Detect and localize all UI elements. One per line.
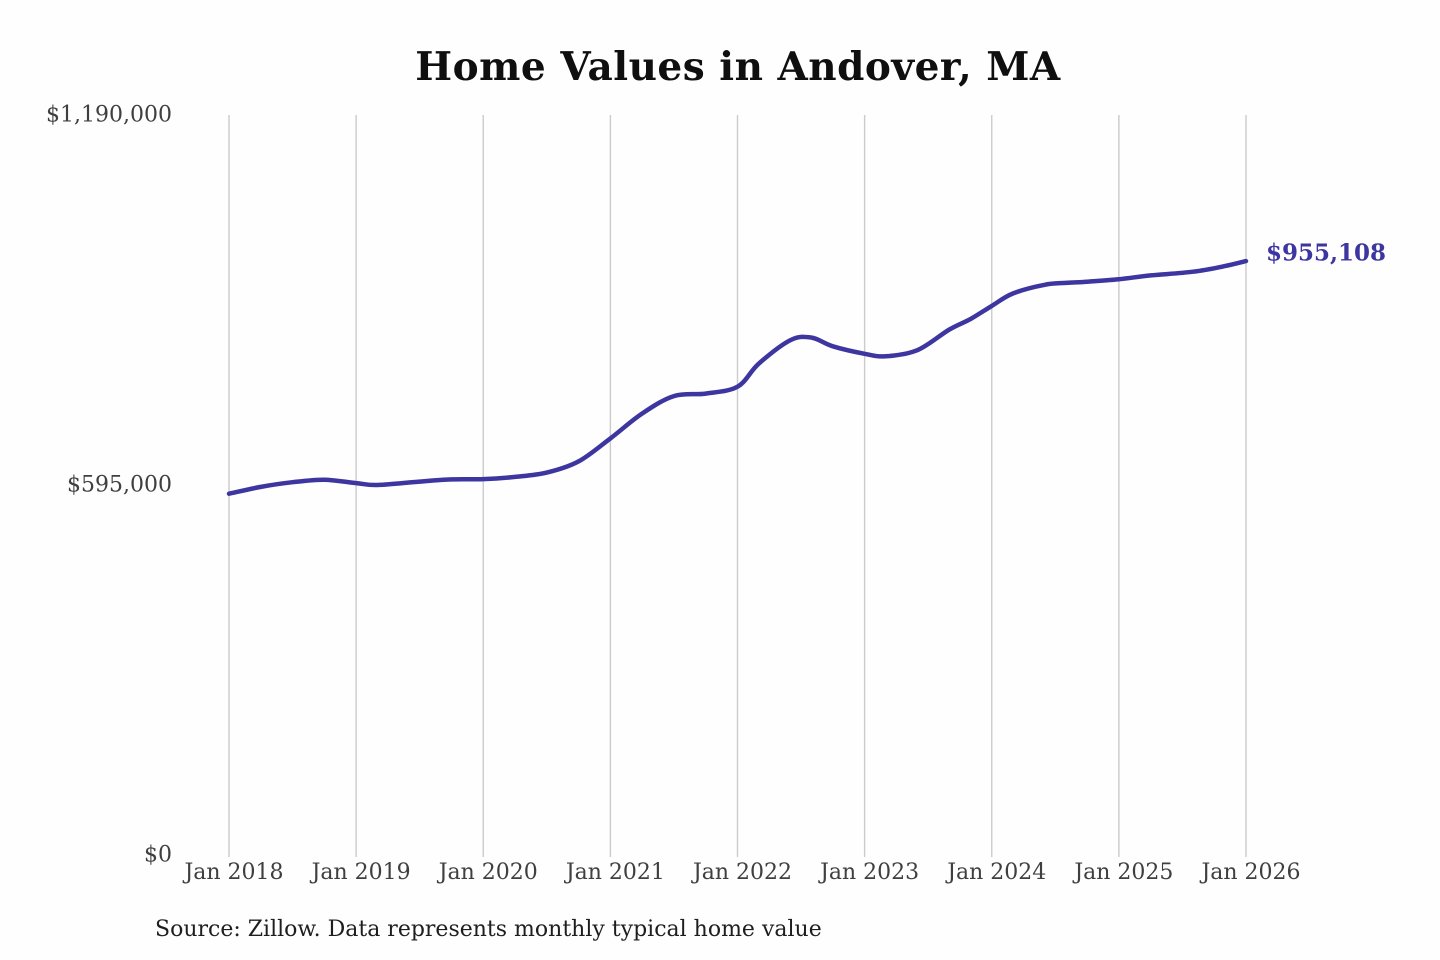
y-tick-label: $0	[144, 842, 172, 868]
vertical-gridlines	[228, 115, 1247, 857]
x-tick-label: Jan 2020	[438, 860, 538, 885]
y-tick-label: $1,190,000	[46, 102, 172, 128]
x-tick-label: Jan 2019	[311, 860, 411, 885]
y-tick-label: $595,000	[67, 472, 172, 498]
x-tick-label: Jan 2023	[820, 860, 920, 885]
x-tick-label: Jan 2022	[692, 860, 793, 885]
x-tick-label: Jan 2026	[1201, 860, 1301, 885]
x-tick-label: Jan 2021	[565, 860, 665, 885]
x-tick-label: Jan 2024	[947, 860, 1047, 885]
x-tick-label: Jan 2018	[184, 860, 284, 885]
home-value-line	[226, 258, 1249, 496]
latest-value-label: $955,108	[1266, 239, 1387, 267]
source-note: Source: Zillow. Data represents monthly …	[155, 917, 822, 942]
x-tick-label: Jan 2025	[1074, 860, 1174, 885]
chart-title: Home Values in Andover, MA	[415, 44, 1061, 90]
